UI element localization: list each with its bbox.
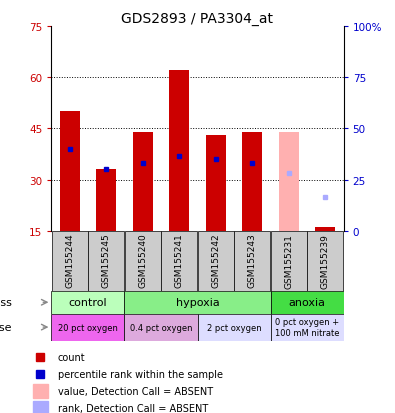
Text: 2 pct oxygen: 2 pct oxygen (207, 323, 261, 332)
Text: stress: stress (0, 297, 12, 308)
Bar (198, 314, 271, 341)
Bar (198, 231, 234, 291)
Text: GSM155231: GSM155231 (284, 233, 293, 288)
Text: GSM155242: GSM155242 (211, 233, 220, 287)
Bar (271, 291, 344, 314)
Text: hypoxia: hypoxia (176, 297, 219, 308)
Text: count: count (58, 353, 85, 363)
Bar (307, 231, 344, 291)
Text: anoxia: anoxia (289, 297, 325, 308)
Bar (271, 314, 344, 341)
Text: 0 pct oxygen +
100 mM nitrate: 0 pct oxygen + 100 mM nitrate (275, 318, 339, 337)
Bar (169, 71, 189, 231)
Text: 0.4 pct oxygen: 0.4 pct oxygen (130, 323, 192, 332)
Text: GSM155239: GSM155239 (321, 233, 330, 288)
Bar (161, 231, 198, 291)
Bar (60, 112, 80, 231)
Bar (133, 133, 153, 231)
Bar (96, 170, 116, 231)
Bar (271, 231, 307, 291)
Bar (242, 133, 262, 231)
Text: GSM155244: GSM155244 (65, 233, 74, 287)
Bar (51, 291, 124, 314)
Text: control: control (69, 297, 107, 308)
Text: GSM155241: GSM155241 (175, 233, 184, 288)
Bar (88, 231, 124, 291)
Text: value, Detection Call = ABSENT: value, Detection Call = ABSENT (58, 386, 213, 396)
Bar (124, 231, 161, 291)
Bar (206, 136, 226, 231)
Text: dose: dose (0, 322, 12, 332)
Bar (51, 231, 88, 291)
Text: percentile rank within the sample: percentile rank within the sample (58, 369, 223, 379)
Bar (124, 291, 271, 314)
Bar (33, 384, 48, 398)
Bar (315, 228, 335, 231)
Text: GSM155240: GSM155240 (138, 233, 147, 288)
Text: GSM155243: GSM155243 (248, 233, 257, 288)
Bar (51, 314, 124, 341)
Bar (279, 133, 299, 231)
Text: rank, Detection Call = ABSENT: rank, Detection Call = ABSENT (58, 403, 208, 413)
Bar (234, 231, 271, 291)
Text: GSM155245: GSM155245 (102, 233, 111, 288)
Bar (124, 314, 198, 341)
Bar (33, 401, 48, 413)
Text: 20 pct oxygen: 20 pct oxygen (58, 323, 118, 332)
Title: GDS2893 / PA3304_at: GDS2893 / PA3304_at (122, 12, 273, 26)
